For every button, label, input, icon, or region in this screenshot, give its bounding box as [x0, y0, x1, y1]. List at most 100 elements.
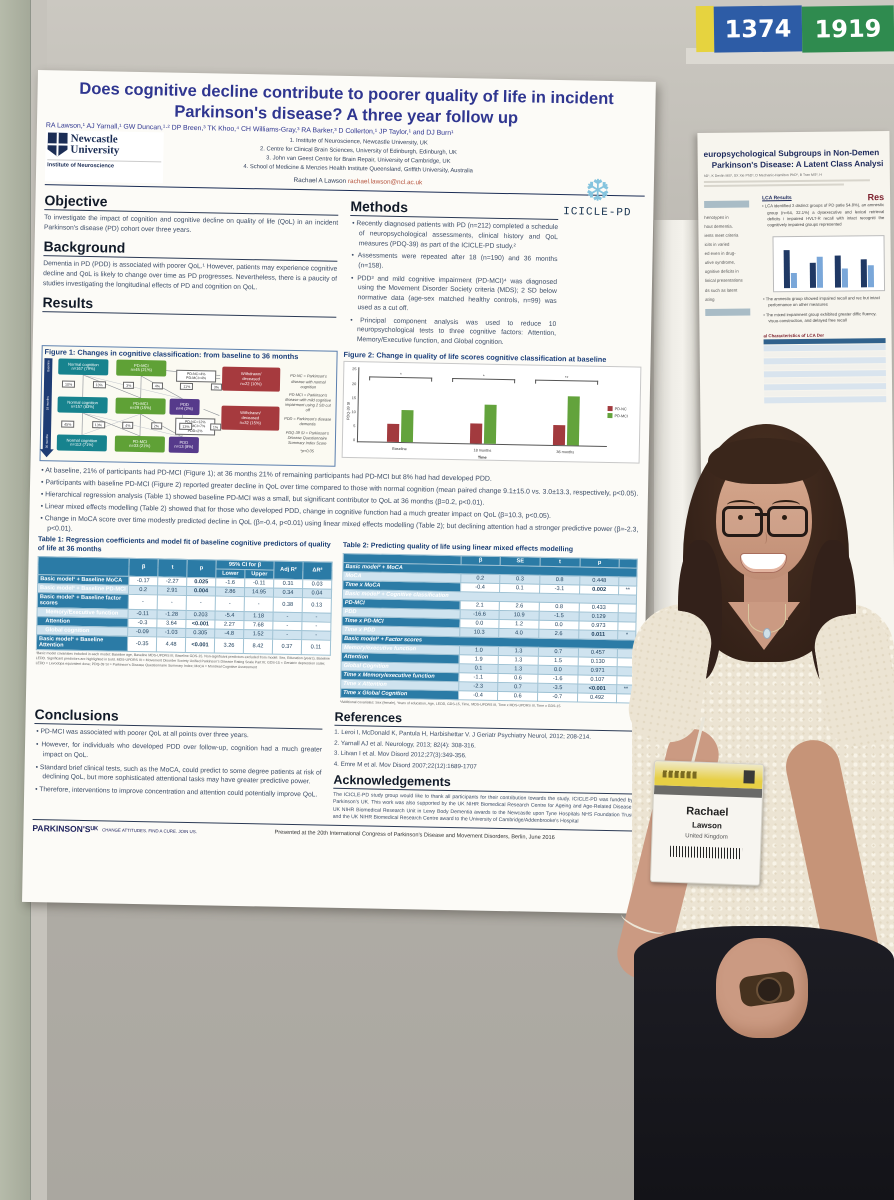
- mini-bar: [860, 259, 867, 287]
- bar-pd-mci: [483, 404, 497, 445]
- table-cell: 4.48: [156, 636, 186, 653]
- y-tick-label: 25: [352, 367, 357, 372]
- institute-label: Institute of Neuroscience: [47, 159, 162, 171]
- table-cell: 3.26: [214, 637, 244, 654]
- person-hair-fringe: [708, 438, 820, 484]
- icicle-pd-logo: ❆ ICICLE-PD: [551, 175, 644, 220]
- x-tick-label: 18 months: [473, 448, 492, 454]
- parkinsons-uk-logo: PARKINSON'Sᵁᴷ: [32, 823, 99, 835]
- side-results-heading-fragment: Res: [867, 192, 885, 203]
- node-18m-normal-cognition: Normal cognition n=157 (83%): [57, 396, 108, 414]
- objective-text: To investigate the impact of cognition a…: [43, 214, 339, 235]
- badge-barcode: [670, 845, 742, 860]
- fig2-legend: PD-NC PD-MCI: [607, 372, 639, 460]
- node-withdrawn-36m: Withdrawn/ deceased n=32 (15%): [221, 406, 280, 432]
- y-tick-label: 20: [351, 381, 357, 386]
- figure2-xlabel: Time: [477, 456, 487, 461]
- bar-pair: [532, 384, 600, 446]
- table-cell: *: [618, 630, 636, 641]
- table-cell: 8.42: [243, 638, 273, 655]
- side-poster-heading-bar: [704, 200, 750, 209]
- side-poster-left-column: henotypes in hout dementia. ients meet cri…: [704, 196, 759, 404]
- acknowledgements-text: The ICICLE-PD study group would like to …: [332, 791, 634, 825]
- methods-bullet: Principal component analysis was used to…: [348, 316, 557, 349]
- table-cell: **: [618, 585, 637, 596]
- side-poster-authors: hD¹, K Devlin MS², SX Xie PhD³, D Mechan…: [703, 172, 822, 179]
- results-bullets: At baseline, 21% of participants had PD-…: [38, 467, 639, 547]
- figure1-abbreviation-legend: PD-NC = Parkinson's disease with normal …: [279, 363, 334, 464]
- contact-email: rachael.lawson@ncl.ac.uk: [347, 178, 423, 187]
- conclusion-bullet: Therefore, interventions to improve conc…: [33, 785, 321, 800]
- glasses-right-lens: [767, 506, 808, 537]
- figure1-panel: Figure 1: Changes in cognitive classific…: [39, 344, 338, 468]
- bar-group: Baseline: [366, 368, 435, 452]
- transition-percent: 2%: [150, 422, 163, 430]
- mini-bar: [816, 256, 823, 288]
- transition-percent: 45%: [61, 420, 75, 429]
- mini-bar-group: [809, 239, 823, 288]
- side-poster-right-column: Res LCA Results • LCA identified 3 disti…: [762, 192, 887, 404]
- time-label: 18 months: [45, 396, 50, 411]
- col-header-adjr2: Adj R²: [273, 561, 304, 580]
- mini-bar: [783, 250, 791, 288]
- side-bullet: • The mixed impairment group exhibited g…: [763, 311, 877, 324]
- x-tick-label: Baseline: [392, 447, 407, 452]
- newcastle-logo-text: Newcastle University: [70, 133, 120, 157]
- col-header-t: t: [157, 558, 188, 578]
- board-number-yellow-strip: [695, 5, 715, 53]
- side-poster-mini-chart: [772, 234, 886, 292]
- necklace-pendant: [763, 628, 771, 639]
- badge-country: United Kingdom: [685, 833, 728, 841]
- bar-pair: [366, 381, 434, 443]
- board-number-right: 1919: [801, 5, 894, 53]
- person-smile: [740, 553, 787, 573]
- node-baseline-pd-mci: PD-MCI n=45 (21%): [116, 360, 167, 378]
- side-poster-affil-placeholder: [703, 179, 870, 184]
- legend-line: PD-MCI = Parkinson's disease with mild c…: [284, 392, 332, 413]
- conference-name-badge: Rachael Lawson United Kingdom: [649, 760, 765, 886]
- table-cell: 0.6: [497, 691, 538, 702]
- fig2-plot: Time Baseline 18 months 36 months: [357, 367, 609, 460]
- transition-percent: 10%: [61, 381, 76, 389]
- time-label: Baseline: [46, 360, 51, 373]
- table-cell: -: [157, 594, 187, 611]
- bar-pd-mci: [400, 410, 414, 443]
- glasses-bridge: [755, 513, 769, 516]
- badge-first-name: Rachael: [686, 805, 729, 819]
- y-tick-label: 5: [353, 424, 356, 429]
- legend-line: PDQ-39 SI = Parkinson's Disease Question…: [285, 429, 330, 446]
- badge-lion-logo: [743, 770, 755, 784]
- figure2-panel: Figure 2: Change in quality of life scor…: [341, 350, 642, 473]
- legend-swatch: [607, 406, 613, 412]
- table-cell: Basic model¹ + Baseline factor scores: [37, 592, 129, 610]
- mini-bar: [791, 273, 798, 288]
- mini-bar-group: [783, 240, 798, 288]
- newcastle-word-2: University: [70, 143, 120, 157]
- conclusions-block: Conclusions PD-MCI was associated with p…: [33, 702, 323, 821]
- left-column: Objective To investigate the impact of c…: [42, 187, 339, 347]
- table1-corner: [37, 556, 130, 577]
- mini-bar: [867, 265, 874, 287]
- table-cell: Basic model¹ + Baseline Attention: [36, 634, 128, 652]
- table-cell: <0.001: [185, 637, 215, 653]
- bar-pd-nc: [552, 425, 565, 446]
- background-text: Dementia in PD (PDD) is associated with …: [42, 260, 338, 292]
- person-eyebrow-right: [772, 500, 800, 510]
- glasses-left-lens: [722, 506, 763, 537]
- table-cell: Time x Global Cognition: [340, 688, 459, 700]
- table-cell: 0.11: [301, 639, 331, 656]
- side-bullet: • The amnestic group showed impaired rec…: [763, 294, 880, 308]
- node-baseline-normal-cognition: Normal cognition n=167 (79%): [58, 358, 109, 376]
- node-withdrawn-18m: Withdrawn/ deceased n=22 (10%): [221, 367, 281, 393]
- mini-bar-group: [834, 239, 849, 288]
- transition-percent: 4%: [151, 382, 164, 390]
- contact-name: Rachael A Lawson: [293, 177, 347, 186]
- table-cell: -0.4: [458, 690, 498, 701]
- transition-percent: 11%: [180, 383, 194, 391]
- main-poster: Does cognitive decline contribute to poo…: [22, 70, 656, 914]
- wall-left-panel: [0, 0, 31, 1200]
- methods-bullet: PDD³ and mild cognitive impairment (PD-M…: [348, 274, 557, 317]
- bar-pd-nc: [469, 422, 482, 445]
